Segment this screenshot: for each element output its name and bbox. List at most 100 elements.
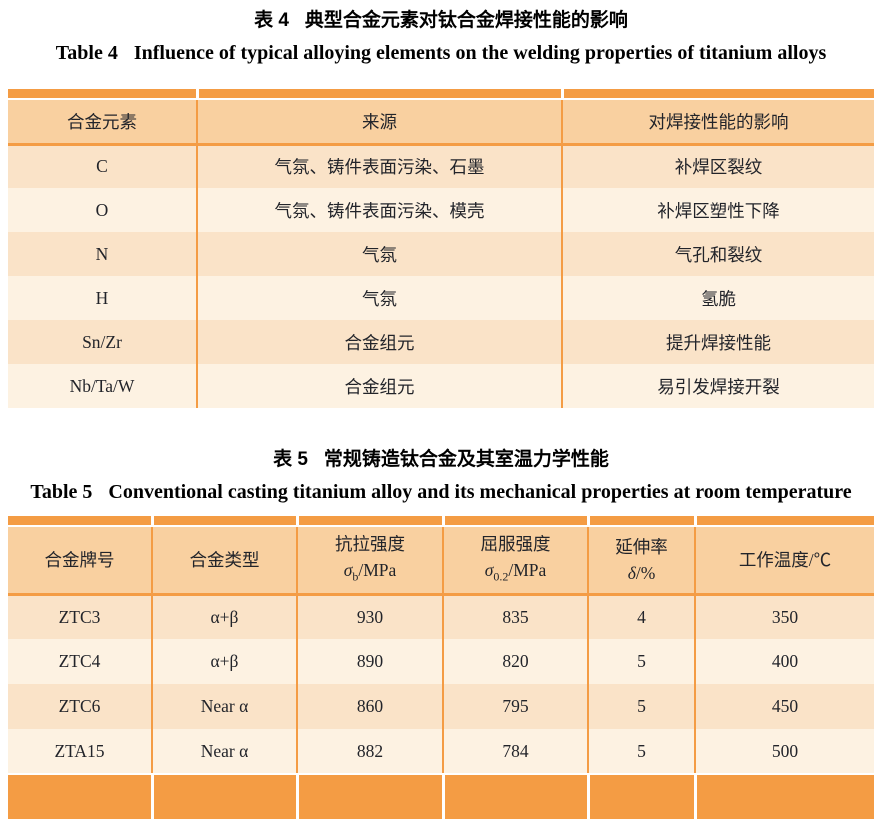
symbol-delta: δ xyxy=(627,562,636,583)
table-cell: 气氛、铸件表面污染、石墨 xyxy=(196,144,562,188)
table-cell: 350 xyxy=(694,594,874,639)
table-row: ZTA15 Near α 882 784 5 500 xyxy=(8,729,874,774)
column-header: 屈服强度 σ0.2/MPa xyxy=(442,526,588,596)
table4-top-bar xyxy=(8,89,874,100)
table-cell: 气孔和裂纹 xyxy=(561,232,874,276)
table-cell: ZTC4 xyxy=(8,639,152,684)
table-cell: ZTC3 xyxy=(8,594,152,639)
table-cell: Nb/Ta/W xyxy=(8,364,197,408)
table-cell: Sn/Zr xyxy=(8,320,197,364)
table-cell: 795 xyxy=(442,684,588,729)
column-header: 对焊接性能的影响 xyxy=(561,99,874,146)
table-row: Sn/Zr 合金组元 提升焊接性能 xyxy=(8,320,874,364)
table4-header-row: 合金元素 来源 对焊接性能的影响 xyxy=(8,99,874,146)
symbol-sigma: σ xyxy=(343,559,353,580)
top-bar-segment xyxy=(693,516,874,527)
header-line2: σb/MPa xyxy=(302,557,438,590)
table4-title-cn-label: 表 4 xyxy=(254,10,289,31)
table5-title-en-label: Table 5 xyxy=(30,481,93,503)
table-cell: 补焊区塑性下降 xyxy=(561,188,874,232)
table-cell: 400 xyxy=(694,639,874,684)
table-cell: O xyxy=(8,188,197,232)
top-bar-segment xyxy=(586,516,695,527)
top-bar-segment xyxy=(8,516,152,527)
table5-title-en-text: Conventional casting titanium alloy and … xyxy=(108,481,852,503)
unit-text: /% xyxy=(635,562,656,583)
table-cell: 835 xyxy=(442,594,588,639)
table5-top-bar xyxy=(8,516,874,527)
table-cell: Near α xyxy=(151,684,297,729)
header-line1: 合金牌号 xyxy=(44,549,115,570)
header-line2: σ0.2/MPa xyxy=(448,557,583,590)
unit-text: /MPa xyxy=(508,559,547,580)
table-cell: 提升焊接性能 xyxy=(561,320,874,364)
table-cell: 5 xyxy=(587,684,695,729)
table-cell: C xyxy=(8,144,197,188)
table5-section: 表 5 常规铸造钛合金及其室温力学性能 Table 5 Conventional c… xyxy=(8,408,874,819)
column-header: 合金元素 xyxy=(8,99,197,146)
table-cell: 气氛 xyxy=(196,276,562,320)
top-bar-segment xyxy=(150,516,297,527)
table4-title-en-label: Table 4 xyxy=(55,42,118,64)
table4-title-cn: 表 4 典型合金元素对钛合金焊接性能的影响 xyxy=(8,0,874,32)
table4: 合金元素 来源 对焊接性能的影响 C 气氛、铸件表面污染、石墨 补焊区裂纹 O … xyxy=(8,89,874,408)
bottom-bar-segment xyxy=(586,773,695,819)
table-cell: 5 xyxy=(587,729,695,774)
table-cell: 930 xyxy=(296,594,443,639)
table-cell: 784 xyxy=(442,729,588,774)
table5: 合金牌号 合金类型 抗拉强度 σb/MPa 屈服强度 σ0.2/MPa 延伸率 xyxy=(8,516,874,819)
column-header: 延伸率 δ/% xyxy=(587,526,695,596)
symbol-subscript: 0.2 xyxy=(493,569,509,583)
top-bar-segment xyxy=(441,516,588,527)
table-row: ZTC6 Near α 860 795 5 450 xyxy=(8,684,874,729)
table-cell: 882 xyxy=(296,729,443,774)
symbol-sigma: σ xyxy=(484,559,494,580)
table-cell: 890 xyxy=(296,639,443,684)
column-header: 来源 xyxy=(196,99,562,146)
column-header: 抗拉强度 σb/MPa xyxy=(296,526,443,596)
table-cell: 500 xyxy=(694,729,874,774)
table5-title-cn-text: 常规铸造钛合金及其室温力学性能 xyxy=(323,449,609,470)
header-line1: 合金类型 xyxy=(189,549,260,570)
table-cell: ZTC6 xyxy=(8,684,152,729)
table-cell: 450 xyxy=(694,684,874,729)
table5-header-row: 合金牌号 合金类型 抗拉强度 σb/MPa 屈服强度 σ0.2/MPa 延伸率 xyxy=(8,526,874,596)
symbol-subscript: b xyxy=(352,569,359,583)
top-bar-segment xyxy=(195,89,562,100)
table-cell: ZTA15 xyxy=(8,729,152,774)
table-cell: α+β xyxy=(151,639,297,684)
table-row: O 气氛、铸件表面污染、模壳 补焊区塑性下降 xyxy=(8,188,874,232)
header-line1: 工作温度/℃ xyxy=(738,549,832,570)
table5-title-cn-label: 表 5 xyxy=(273,449,308,470)
table-cell: α+β xyxy=(151,594,297,639)
table5-title-en: Table 5 Conventional casting titanium all… xyxy=(8,480,874,504)
bottom-bar-segment xyxy=(295,773,443,819)
table-cell: H xyxy=(8,276,197,320)
table-cell: N xyxy=(8,232,197,276)
table5-bottom-bar xyxy=(8,773,874,819)
bottom-bar-segment xyxy=(8,773,152,819)
table-cell: 4 xyxy=(587,594,695,639)
table4-title-cn-text: 典型合金元素对钛合金焊接性能的影响 xyxy=(304,10,628,31)
table-cell: Near α xyxy=(151,729,297,774)
table-row: ZTC4 α+β 890 820 5 400 xyxy=(8,639,874,684)
table-row: C 气氛、铸件表面污染、石墨 补焊区裂纹 xyxy=(8,144,874,188)
header-line1: 屈服强度 xyxy=(480,533,551,554)
table-cell: 860 xyxy=(296,684,443,729)
table-cell: 补焊区裂纹 xyxy=(561,144,874,188)
table-row: H 气氛 氢脆 xyxy=(8,276,874,320)
table4-title-en: Table 4 Influence of typical alloying ele… xyxy=(8,41,874,65)
table-cell: 氢脆 xyxy=(561,276,874,320)
table-row: Nb/Ta/W 合金组元 易引发焊接开裂 xyxy=(8,364,874,408)
unit-text: /MPa xyxy=(358,559,397,580)
column-header: 工作温度/℃ xyxy=(694,526,874,596)
table4-title-en-text: Influence of typical alloying elements o… xyxy=(133,42,827,64)
table-cell: 易引发焊接开裂 xyxy=(561,364,874,408)
header-line1: 延伸率 xyxy=(615,536,668,557)
table5-title-cn: 表 5 常规铸造钛合金及其室温力学性能 xyxy=(8,408,874,471)
top-bar-segment xyxy=(560,89,874,100)
header-line2: δ/% xyxy=(593,560,690,586)
top-bar-segment xyxy=(8,89,197,100)
table-cell: 气氛 xyxy=(196,232,562,276)
